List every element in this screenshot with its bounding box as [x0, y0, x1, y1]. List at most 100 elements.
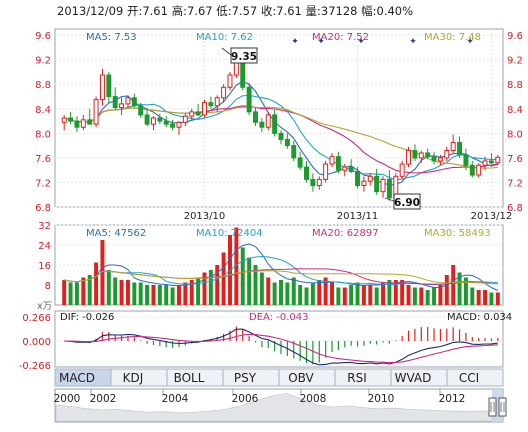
candle [329, 152, 335, 168]
candle-body [125, 97, 131, 105]
volume-bar [74, 282, 79, 305]
dea-line [64, 333, 498, 364]
price-y-tick: 6.8 [35, 203, 51, 214]
tab-background[interactable] [446, 368, 504, 387]
tab-rsi[interactable]: RSI [334, 368, 392, 387]
high-annotation-label: 9.35 [231, 51, 257, 63]
candle-body [431, 156, 437, 162]
tab-psy[interactable]: PSY [222, 368, 280, 387]
price-x-tick: 2013/12 [471, 211, 513, 222]
tab-label[interactable]: BOLL [174, 371, 205, 385]
volume-bar [425, 290, 430, 305]
volume-bar [279, 280, 283, 305]
volume-bar [113, 277, 118, 305]
star-icon[interactable]: ✦ [466, 37, 474, 47]
volume-bar [202, 272, 207, 305]
price-ma-label: MA10: 7.62 [196, 32, 253, 43]
price-y-tick: 7.2 [507, 178, 523, 189]
candle [74, 116, 80, 133]
candle [246, 83, 252, 115]
navigator-handle-icon[interactable] [488, 397, 497, 417]
tab-label[interactable]: MACD [59, 371, 95, 385]
candle [380, 176, 386, 198]
candle-body [284, 138, 290, 147]
volume-y-tick: 32 [38, 221, 51, 232]
candle-body [259, 121, 265, 128]
candle [195, 103, 201, 117]
macd-y-tick: -0.266 [19, 361, 51, 372]
candle [221, 84, 227, 103]
candle-body [227, 74, 233, 88]
volume-bar [94, 262, 99, 305]
tab-boll[interactable]: BOLL [166, 368, 224, 387]
candle-body [444, 150, 450, 159]
candle [61, 114, 67, 131]
candle [348, 159, 354, 174]
tab-label[interactable]: CCI [459, 371, 479, 385]
candle [176, 121, 182, 135]
candle [80, 114, 86, 131]
candle [342, 164, 348, 177]
candle [87, 108, 93, 125]
candle-body [380, 178, 386, 193]
volume-bar [438, 285, 443, 305]
navigator-handle-icon[interactable] [498, 397, 507, 417]
price-x-axis: 2013/10 2013/11 2013/12 [184, 211, 513, 222]
candle-body [176, 121, 182, 128]
volume-ma-label: MA20: 62897 [312, 228, 379, 239]
volume-bar [457, 272, 462, 305]
candle [450, 134, 456, 153]
star-icon[interactable]: ✦ [357, 37, 365, 47]
volume-bar [81, 277, 86, 305]
candle [361, 176, 367, 192]
candle-body [476, 164, 482, 176]
header-open: 7.61 [142, 4, 168, 18]
candle-body [144, 114, 150, 125]
volume-bar [247, 257, 252, 305]
volume-bar [68, 282, 73, 305]
price-y-axis-right: 9.6 9.2 8.8 8.4 8.0 7.6 7.2 6.8 [507, 31, 523, 214]
candle [170, 119, 176, 131]
tab-wvad[interactable]: WVAD [390, 368, 448, 387]
volume-bar [368, 285, 373, 305]
tab-label[interactable]: OBV [288, 371, 314, 385]
low-annotation: 6.90 [384, 193, 421, 210]
volume-bar [342, 287, 347, 305]
candle [367, 173, 373, 186]
volume-ma-label: MA5: 47562 [86, 228, 146, 239]
header-quote: 2013/12/09 开:7.61 高:7.67 低:7.57 收:7.61 量… [57, 4, 413, 18]
candle [119, 97, 125, 115]
tab-label[interactable]: RSI [347, 371, 367, 385]
tab-label[interactable]: WVAD [395, 371, 432, 385]
tab-macd[interactable]: MACD [54, 368, 112, 387]
candle-body [202, 102, 207, 116]
price-y-tick: 8.8 [35, 80, 51, 91]
candle [425, 148, 431, 160]
star-icon[interactable]: ✦ [291, 37, 299, 47]
macd-y-tick: 0.266 [22, 313, 51, 324]
candle [457, 136, 463, 158]
star-icon[interactable]: ✦ [317, 37, 325, 47]
volume-bar [470, 287, 475, 305]
navigator-year-label: 2008 [300, 393, 327, 405]
star-icon[interactable]: ✦ [409, 37, 417, 47]
candle [93, 96, 99, 128]
volume-bar [157, 285, 162, 305]
volume-bar [106, 270, 111, 305]
navigator-window[interactable] [492, 389, 503, 422]
macd-y-axis: 0.266 0.000 -0.266 [19, 313, 51, 372]
tab-cci[interactable]: CCI [446, 368, 504, 387]
candle [144, 107, 150, 126]
candle-body [482, 160, 488, 166]
tab-label[interactable]: KDJ [123, 371, 144, 385]
volume-bar [483, 290, 488, 305]
volume-bar [400, 280, 405, 305]
volume-bar [183, 282, 188, 305]
tab-kdj[interactable]: KDJ [110, 368, 168, 387]
tab-label[interactable]: PSY [234, 371, 257, 385]
tab-obv[interactable]: OBV [278, 368, 336, 387]
candle-body [138, 105, 144, 116]
navigator-handle[interactable] [488, 397, 507, 417]
candle-body [457, 142, 463, 156]
header-close: 7.61 [276, 4, 302, 18]
